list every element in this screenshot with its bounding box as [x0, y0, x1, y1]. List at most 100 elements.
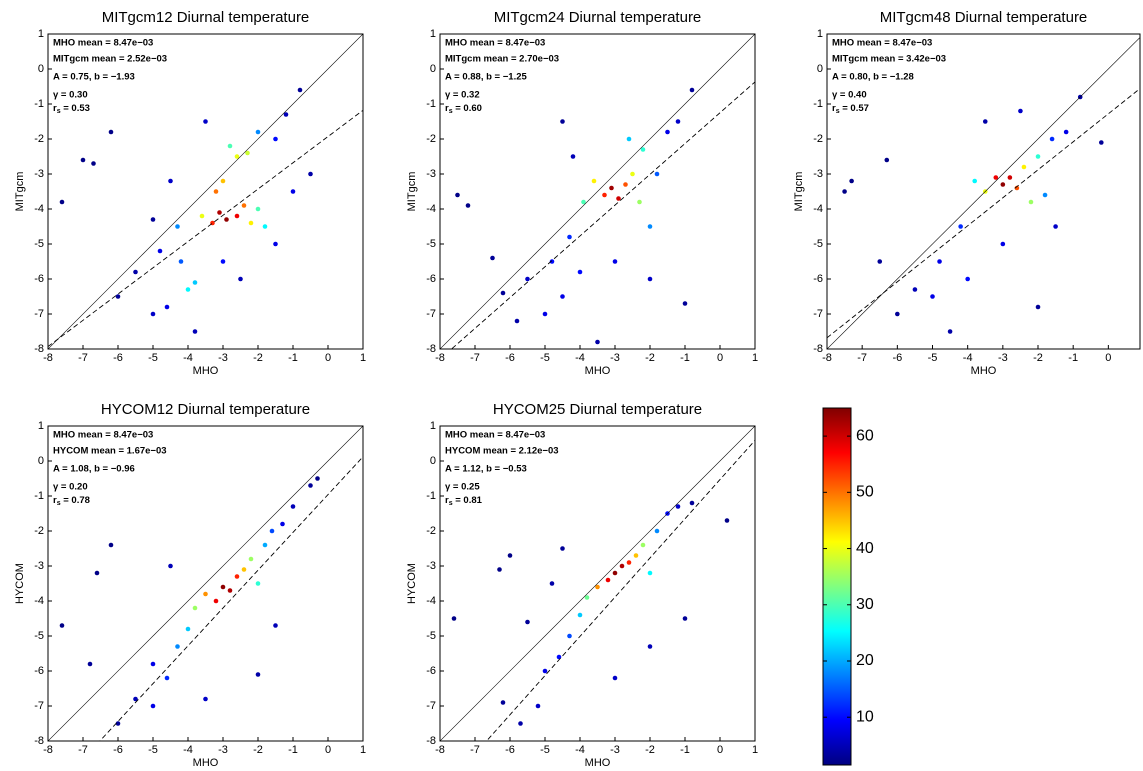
- point: [633, 553, 639, 558]
- point: [199, 213, 205, 219]
- point: [605, 577, 611, 583]
- y-tick-label: -8: [34, 343, 44, 355]
- point: [640, 147, 646, 152]
- point: [115, 294, 121, 299]
- stat-line: MHO mean = 8.47e−03: [445, 38, 545, 49]
- rs-symbol: r: [445, 103, 449, 114]
- colorbar-tick-label: 30: [856, 596, 874, 613]
- point: [255, 581, 261, 586]
- point: [273, 623, 278, 628]
- y-tick-label: -7: [34, 308, 44, 320]
- y-tick-label: 1: [38, 420, 44, 432]
- x-tick-label: -2: [253, 744, 263, 756]
- x-tick-label: -5: [928, 352, 938, 364]
- y-tick-label: -3: [34, 560, 44, 572]
- x-tick-label: -3: [998, 352, 1008, 364]
- x-tick-label: -1: [680, 352, 690, 364]
- rs-text: = 0.57: [840, 103, 869, 114]
- point: [1053, 224, 1058, 229]
- point: [609, 185, 614, 191]
- rs-symbol: r: [53, 103, 57, 114]
- x-tick-label: 0: [1105, 352, 1111, 364]
- point: [255, 206, 261, 212]
- one-to-one-line: [440, 426, 755, 741]
- y-axis-label: MITgcm: [406, 172, 418, 212]
- point: [1018, 108, 1023, 114]
- point: [993, 175, 999, 180]
- panel: MITgcm12 Diurnal temperature -8 -7 -6 -5 -4 -3…: [14, 9, 366, 377]
- point: [451, 616, 457, 621]
- point: [192, 329, 198, 334]
- fit-line: [450, 81, 755, 349]
- point: [168, 563, 173, 569]
- x-tick-label: 0: [325, 744, 331, 756]
- point: [595, 584, 600, 590]
- point: [560, 119, 565, 124]
- point: [930, 294, 935, 299]
- point: [59, 623, 65, 628]
- point: [87, 661, 93, 667]
- point: [1014, 185, 1020, 191]
- x-tick-label: -1: [288, 352, 298, 364]
- point: [612, 570, 618, 576]
- point: [262, 542, 268, 548]
- point: [626, 560, 632, 565]
- point: [1028, 199, 1034, 205]
- y-tick-label: -5: [34, 238, 44, 250]
- point: [1035, 304, 1041, 310]
- x-axis-label: MHO: [585, 365, 611, 377]
- rs-text: = 0.53: [61, 103, 90, 114]
- stat-line: MHO mean = 8.47e−03: [445, 430, 545, 441]
- point: [1099, 140, 1104, 145]
- lines: [48, 426, 363, 741]
- point: [255, 672, 261, 677]
- point: [884, 157, 890, 163]
- point: [133, 696, 138, 702]
- x-tick-label: -3: [218, 744, 228, 756]
- colorbar: [822, 407, 852, 766]
- point: [290, 189, 296, 194]
- stat-line: MITgcm mean = 3.42e−03: [832, 54, 946, 65]
- point: [227, 588, 233, 593]
- y-tick-label: -6: [426, 665, 436, 677]
- one-to-one-line: [48, 34, 363, 349]
- point: [514, 318, 520, 324]
- point: [654, 528, 660, 534]
- point: [525, 619, 530, 625]
- rs-sub: s: [449, 500, 453, 507]
- point: [203, 119, 208, 124]
- point: [168, 178, 173, 184]
- point: [280, 521, 285, 527]
- point: [542, 668, 548, 674]
- axes-box: [826, 33, 1141, 350]
- point: [217, 210, 222, 215]
- x-tick-label: -8: [43, 744, 53, 756]
- panel: HYCOM12 Diurnal temperature -8 -7 -6 -5 -4 -3 -…: [14, 401, 366, 769]
- point: [164, 675, 170, 681]
- y-tick-label: -7: [426, 308, 436, 320]
- point: [108, 542, 114, 548]
- point: [150, 703, 156, 709]
- point: [500, 700, 506, 705]
- point: [203, 696, 208, 702]
- y-tick-label: -2: [426, 525, 436, 537]
- y-tick-label: -2: [426, 133, 436, 145]
- x-tick-label: -8: [822, 352, 832, 364]
- x-tick-label: -8: [435, 352, 445, 364]
- point: [525, 276, 530, 282]
- point: [115, 721, 121, 726]
- point: [665, 129, 670, 135]
- point: [241, 567, 247, 572]
- x-axis-label: MHO: [971, 365, 997, 377]
- rs-sub: s: [836, 108, 840, 115]
- point: [626, 136, 632, 142]
- stat-line: MHO mean = 8.47e−03: [53, 430, 153, 441]
- y-tick-label: -2: [34, 133, 44, 145]
- point: [157, 248, 163, 254]
- point: [877, 259, 883, 264]
- point: [560, 546, 565, 551]
- point: [567, 234, 572, 240]
- point: [689, 500, 695, 506]
- x-tick-label: -4: [183, 352, 193, 364]
